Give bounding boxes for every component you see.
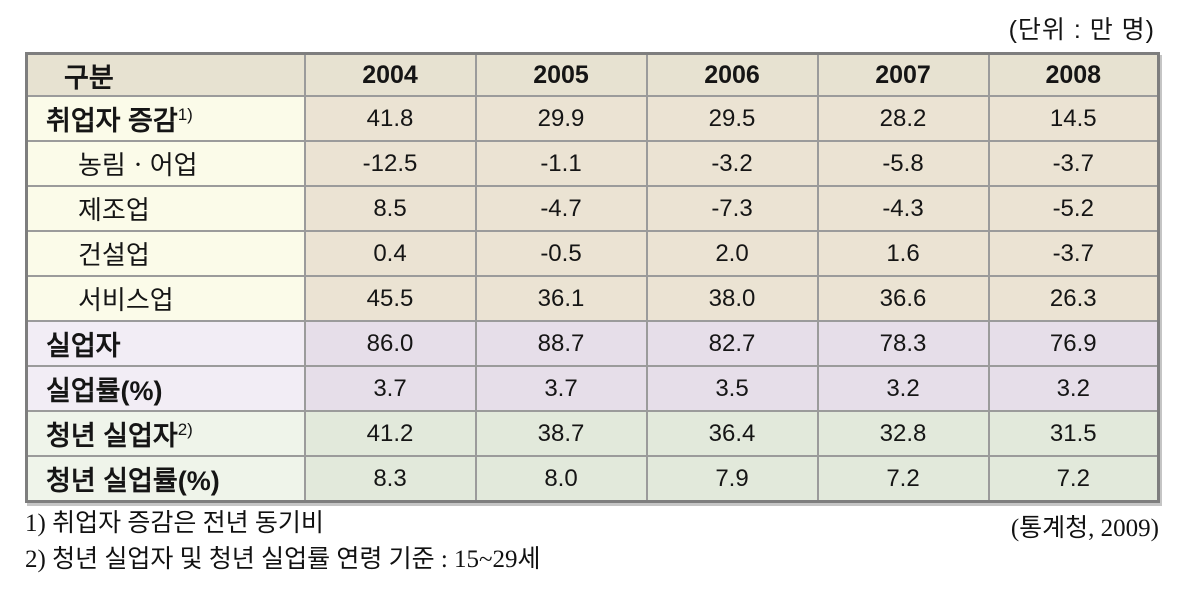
cell-value: 14.5 [987,95,1160,142]
row-label: 청년 실업자2) [25,410,306,457]
footnote-marker-1: 1) [177,105,193,124]
table-header-row: 구분 2004 2005 2006 2007 2008 [25,52,1160,97]
cell-value: -4.3 [816,185,990,232]
cell-value: 36.6 [816,275,990,322]
table-row-construction: 건설업 0.4 -0.5 2.0 1.6 -3.7 [25,230,1160,277]
cell-value: 8.0 [474,455,648,503]
table-row-unemployment-rate: 실업률(%) 3.7 3.7 3.5 3.2 3.2 [25,365,1160,412]
row-label: 실업률(%) [25,365,306,412]
cell-value: 1.6 [816,230,990,277]
cell-value: 38.7 [474,410,648,457]
header-cell-year-2008: 2008 [987,52,1160,97]
cell-value: 7.9 [645,455,819,503]
cell-value: 7.2 [987,455,1160,503]
header-cell-year-2006: 2006 [645,52,819,97]
row-label: 취업자 증감1) [25,95,306,142]
cell-value: 86.0 [303,320,477,367]
cell-value: 3.7 [474,365,648,412]
footnotes: 1) 취업자 증감은 전년 동기비 2) 청년 실업자 및 청년 실업률 연령 … [25,506,1159,578]
cell-value: 7.2 [816,455,990,503]
unit-note: (단위 : 만 명) [1008,16,1155,44]
cell-value: -7.3 [645,185,819,232]
cell-value: 31.5 [987,410,1160,457]
table-row-unemployed: 실업자 86.0 88.7 82.7 78.3 76.9 [25,320,1160,367]
row-label: 건설업 [25,230,306,277]
row-label-text: 취업자 증감 [46,106,178,136]
cell-value: 82.7 [645,320,819,367]
header-cell-year-2004: 2004 [303,52,477,97]
cell-value: 28.2 [816,95,990,142]
cell-value: -4.7 [474,185,648,232]
cell-value: 32.8 [816,410,990,457]
cell-value: 36.4 [645,410,819,457]
cell-value: 29.5 [645,95,819,142]
statistics-table: 구분 2004 2005 2006 2007 2008 취업자 증감1) 41.… [25,52,1160,503]
table-row-services: 서비스업 45.5 36.1 38.0 36.6 26.3 [25,275,1160,322]
footer-area: 1) 취업자 증감은 전년 동기비 2) 청년 실업자 및 청년 실업률 연령 … [25,506,1159,578]
cell-value: 78.3 [816,320,990,367]
row-label: 실업자 [25,320,306,367]
cell-value: -0.5 [474,230,648,277]
table-row-agriculture-fishery: 농림ㆍ어업 -12.5 -1.1 -3.2 -5.8 -3.7 [25,140,1160,187]
cell-value: 41.8 [303,95,477,142]
cell-value: 36.1 [474,275,648,322]
row-label: 제조업 [25,185,306,232]
row-label-text: 청년 실업자 [46,421,178,451]
cell-value: 3.7 [303,365,477,412]
cell-value: -1.1 [474,140,648,187]
cell-value: 3.2 [816,365,990,412]
cell-value: 41.2 [303,410,477,457]
cell-value: 45.5 [303,275,477,322]
cell-value: 76.9 [987,320,1160,367]
footnote-1: 1) 취업자 증감은 전년 동기비 [25,510,324,537]
header-cell-year-2005: 2005 [474,52,648,97]
cell-value: 3.5 [645,365,819,412]
row-label: 청년 실업률(%) [25,455,306,503]
table-row-youth-unemployed: 청년 실업자2) 41.2 38.7 36.4 32.8 31.5 [25,410,1160,457]
row-label: 농림ㆍ어업 [25,140,306,187]
table-row-youth-unemployment-rate: 청년 실업률(%) 8.3 8.0 7.9 7.2 7.2 [25,455,1160,503]
cell-value: -3.7 [987,230,1160,277]
footnote-2: 2) 청년 실업자 및 청년 실업률 연령 기준 : 15~29세 [25,546,541,573]
header-cell-category: 구분 [25,52,306,97]
table-row-employed-change: 취업자 증감1) 41.8 29.9 29.5 28.2 14.5 [25,95,1160,142]
cell-value: 29.9 [474,95,648,142]
cell-value: -3.7 [987,140,1160,187]
cell-value: 3.2 [987,365,1160,412]
source-citation: (통계청, 2009) [1010,515,1159,542]
cell-value: -12.5 [303,140,477,187]
cell-value: 2.0 [645,230,819,277]
footnote-marker-2: 2) [177,420,193,439]
cell-value: 8.3 [303,455,477,503]
cell-value: 0.4 [303,230,477,277]
cell-value: 38.0 [645,275,819,322]
header-cell-year-2007: 2007 [816,52,990,97]
cell-value: 88.7 [474,320,648,367]
cell-value: -3.2 [645,140,819,187]
row-label: 서비스업 [25,275,306,322]
cell-value: 26.3 [987,275,1160,322]
cell-value: -5.2 [987,185,1160,232]
cell-value: -5.8 [816,140,990,187]
table-row-manufacturing: 제조업 8.5 -4.7 -7.3 -4.3 -5.2 [25,185,1160,232]
cell-value: 8.5 [303,185,477,232]
